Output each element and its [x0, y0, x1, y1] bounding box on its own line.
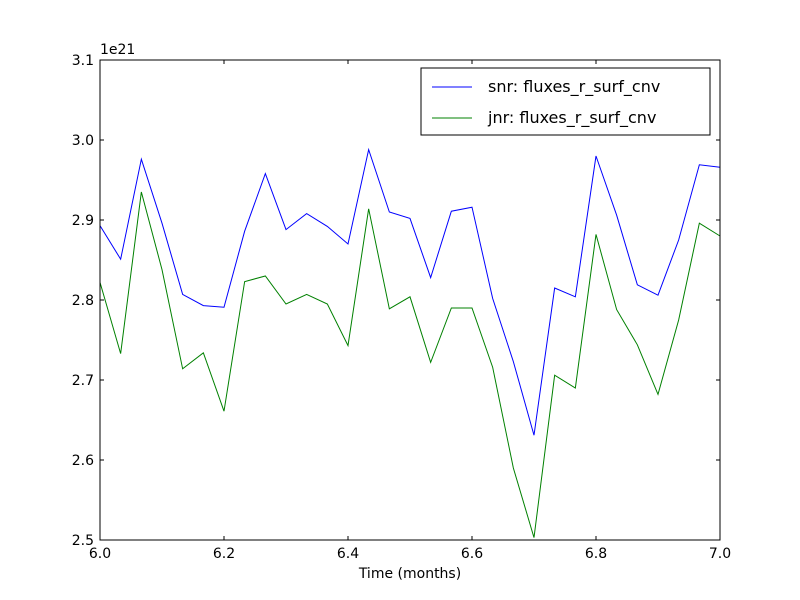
legend-box — [420, 67, 711, 136]
y-tick-label: 2.9 — [72, 213, 94, 229]
legend-label-jnr: jnr: fluxes_r_surf_cnv — [487, 108, 656, 128]
y-tick-label: 2.8 — [72, 293, 94, 309]
x-tick-label: 6.8 — [585, 546, 607, 562]
x-tick-label: 6.4 — [337, 546, 359, 562]
y-tick-label: 2.6 — [72, 453, 94, 469]
x-tick-label: 6.2 — [213, 546, 235, 562]
legend-label-snr: snr: fluxes_r_surf_cnv — [488, 77, 660, 97]
y-tick-label: 2.7 — [72, 373, 94, 389]
x-tick-label: 6.6 — [461, 546, 483, 562]
y-offset-label: 1e21 — [100, 42, 135, 58]
ticks-layer: 6.0 6.2 6.4 6.6 6.8 7.0 2.5 2.6 2.7 2.8 2.9 3.0 3.1 — [72, 53, 731, 562]
legend: snr: fluxes_r_surf_cnv jnr: fluxes_r_sur… — [420, 67, 711, 136]
x-axis-label: Time (months) — [358, 566, 461, 582]
x-tick-label: 7.0 — [709, 546, 731, 562]
y-tick-label: 3.1 — [72, 53, 94, 69]
plot-area — [100, 60, 720, 540]
y-tick-label: 3.0 — [72, 133, 94, 149]
series-line-snr — [99, 147, 721, 436]
series-layer — [99, 147, 721, 538]
x-tick-label: 6.0 — [89, 546, 111, 562]
y-tick-label: 2.5 — [72, 533, 94, 549]
series-line-jnr — [99, 191, 721, 538]
